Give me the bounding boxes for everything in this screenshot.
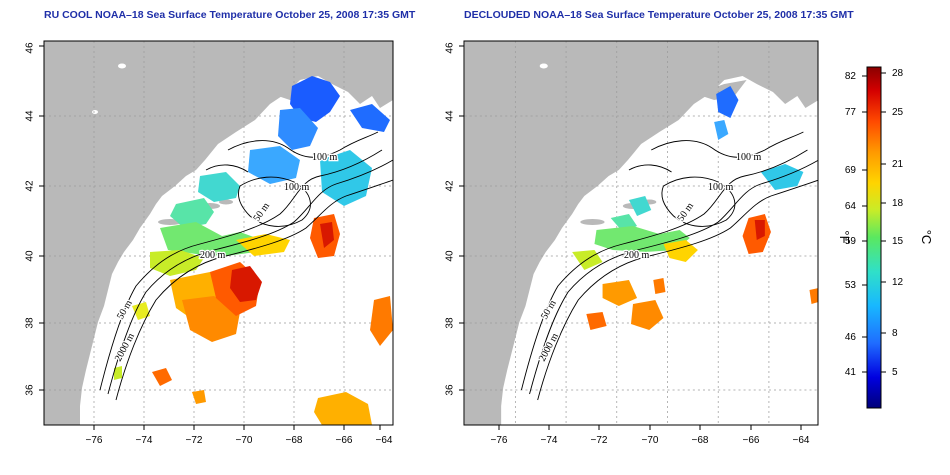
temperature-colorbar: 82 77 69 64 59 53 46 41 28 25 21 18 15 1… xyxy=(837,66,934,409)
x-tick-label: −72 xyxy=(186,435,203,446)
x-tick-label: −68 xyxy=(286,435,303,446)
colorbar-f-tick: 41 xyxy=(845,367,857,378)
y-tick-label: 40 xyxy=(445,250,456,262)
right-axis-ticks xyxy=(459,45,802,430)
left-axis-ticks xyxy=(39,45,381,430)
land-mass xyxy=(44,41,393,425)
fahrenheit-unit-label: °F xyxy=(837,230,852,243)
x-tick-label: −66 xyxy=(336,435,353,446)
x-tick-label: −70 xyxy=(236,435,253,446)
y-tick-label: 42 xyxy=(445,180,456,192)
colorbar-c-tick: 8 xyxy=(892,328,898,339)
y-tick-label: 46 xyxy=(25,42,36,54)
x-tick-label: −76 xyxy=(86,435,103,446)
contour-label-100m-a: 100 m xyxy=(736,152,762,163)
isobath-contours xyxy=(520,131,818,401)
contour-label-100m-a: 100 m xyxy=(312,152,338,163)
y-tick-label: 36 xyxy=(25,384,36,396)
colorbar-c-tick: 25 xyxy=(892,107,904,118)
colorbar-f-tick: 59 xyxy=(845,236,857,247)
contour-label-200m: 200 m xyxy=(624,250,650,261)
contour-label-100m-b: 100 m xyxy=(708,182,734,193)
right-x-tick-labels: −76 −74 −72 −70 −68 −66 −64 xyxy=(491,435,810,446)
colorbar-f-tick: 77 xyxy=(845,107,857,118)
x-tick-label: −68 xyxy=(692,435,709,446)
y-tick-label: 42 xyxy=(25,180,36,192)
x-tick-label: −72 xyxy=(591,435,608,446)
colorbar-f-tick: 46 xyxy=(845,332,857,343)
sst-field xyxy=(114,76,393,425)
land-mass xyxy=(464,41,818,425)
x-tick-label: −76 xyxy=(491,435,508,446)
colorbar-f-tick: 64 xyxy=(845,201,857,212)
colorbar-f-tick: 69 xyxy=(845,165,857,176)
left-map-panel: 100 m 100 m 50 m 200 m 50 m 2000 m xyxy=(43,40,394,426)
map-frame xyxy=(463,40,819,426)
right-map-panel: 100 m 100 m 50 m 200 m 50 m 2000 m xyxy=(463,40,819,426)
y-tick-label: 36 xyxy=(445,384,456,396)
colorbar-c-tick: 28 xyxy=(892,68,904,79)
colorbar-f-tick: 82 xyxy=(845,71,857,82)
x-tick-label: −64 xyxy=(793,435,810,446)
left-panel-title: RU COOL NOAA–18 Sea Surface Temperature … xyxy=(44,9,416,21)
colorbar-gradient xyxy=(866,66,882,409)
left-y-tick-labels: 36 38 40 42 44 46 xyxy=(25,42,36,396)
x-tick-label: −74 xyxy=(136,435,153,446)
colorbar-c-tick: 5 xyxy=(892,367,898,378)
x-tick-label: −70 xyxy=(642,435,659,446)
x-tick-label: −64 xyxy=(376,435,393,446)
colorbar-c-tick: 12 xyxy=(892,277,904,288)
colorbar-c-tick: 18 xyxy=(892,198,904,209)
celsius-unit-label: °C xyxy=(919,230,934,245)
right-panel-title: DECLOUDED NOAA–18 Sea Surface Temperatur… xyxy=(464,9,854,21)
contour-label-200m: 200 m xyxy=(200,250,226,261)
left-x-tick-labels: −76 −74 −72 −70 −68 −66 −64 xyxy=(86,435,393,446)
x-tick-label: −74 xyxy=(541,435,558,446)
y-tick-label: 40 xyxy=(25,250,36,262)
right-y-tick-labels: 36 38 40 42 44 46 xyxy=(445,42,456,396)
x-tick-label: −66 xyxy=(743,435,760,446)
y-tick-label: 44 xyxy=(25,110,36,122)
colorbar-c-tick: 21 xyxy=(892,159,904,170)
y-tick-label: 38 xyxy=(25,317,36,329)
colorbar-c-tick: 15 xyxy=(892,236,904,247)
y-tick-label: 38 xyxy=(445,317,456,329)
y-tick-label: 44 xyxy=(445,110,456,122)
contour-label-100m-b: 100 m xyxy=(284,182,310,193)
colorbar-f-tick: 53 xyxy=(845,280,857,291)
y-tick-label: 46 xyxy=(445,42,456,54)
isobath-contours xyxy=(99,131,393,401)
map-frame xyxy=(43,40,394,426)
